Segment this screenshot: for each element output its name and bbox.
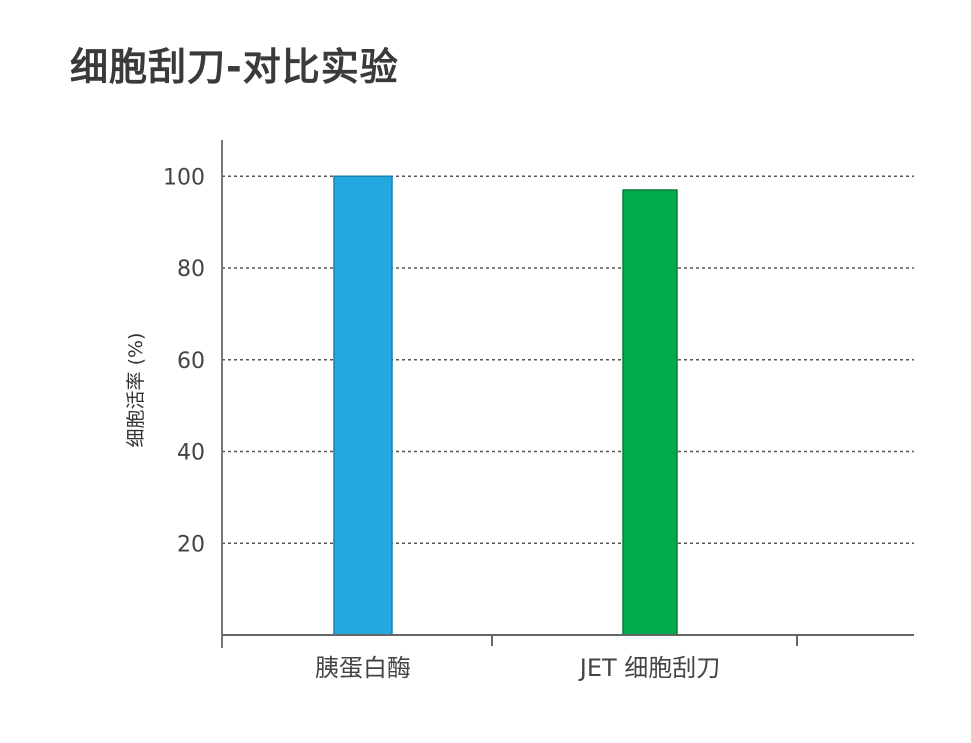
bar-0 — [333, 175, 393, 636]
y-tick-label: 40 — [177, 441, 205, 466]
y-tick-label: 80 — [177, 257, 205, 282]
y-tick-label: 20 — [177, 532, 205, 557]
x-category-label: JET 细胞刮刀 — [578, 654, 721, 682]
y-tick-label: 60 — [177, 349, 205, 374]
chart-title: 细胞刮刀-对比实验 — [70, 45, 399, 89]
y-axis-label: 细胞活率 (%) — [125, 333, 147, 448]
x-category-label: 胰蛋白酶 — [315, 654, 411, 682]
y-tick-label: 100 — [163, 165, 205, 190]
bar-1 — [622, 189, 678, 636]
